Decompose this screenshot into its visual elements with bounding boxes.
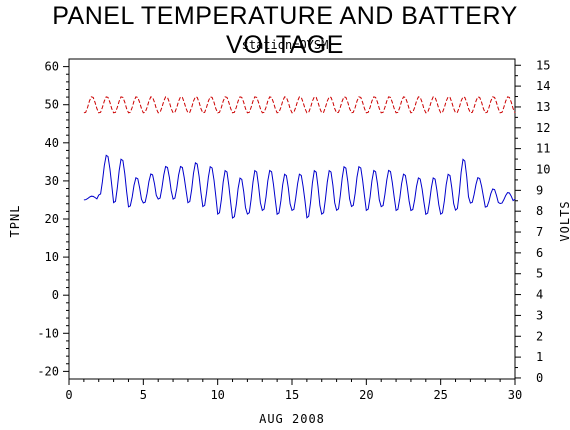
y-right-tick-label: 5 [536, 267, 543, 281]
y-left-tick-label: -20 [37, 364, 59, 378]
x-axis-label: AUG 2008 [259, 412, 325, 426]
y-left-tick-label: 40 [45, 136, 59, 150]
y-right-tick-label: 4 [536, 288, 543, 302]
y-right-tick-label: 2 [536, 329, 543, 343]
y-axis-right-label: VOLTS [558, 200, 570, 241]
x-axis: 0 5 10 15 20 25 30 [65, 379, 522, 402]
series-layer [83, 96, 516, 219]
plot-border [68, 58, 516, 380]
y-left-tick-label: 30 [45, 174, 59, 188]
y-axis-left-label: TPNL [8, 205, 22, 238]
x-tick-label: 5 [140, 388, 147, 402]
plot-frame [68, 58, 516, 380]
y-right-tick-label: 1 [536, 350, 543, 364]
x-tick-label: 15 [285, 388, 299, 402]
y-right-tick-label: 6 [536, 246, 543, 260]
y-right-tick-label: 0 [536, 371, 543, 385]
x-tick-label: 25 [433, 388, 447, 402]
chart-subtitle: station=OYSM [241, 38, 329, 52]
y-right-tick-label: 10 [536, 162, 550, 176]
y-right-tick-label: 7 [536, 225, 543, 239]
y-axis-left: -20 -10 0 10 20 30 40 50 60 [37, 60, 69, 378]
series-line-volts [83, 96, 516, 114]
y-left-tick-label: 0 [52, 288, 59, 302]
y-right-tick-label: 12 [536, 121, 550, 135]
y-right-tick-label: 15 [536, 58, 550, 72]
series-line-tpnl [83, 154, 516, 219]
x-tick-label: 10 [210, 388, 224, 402]
y-right-tick-label: 14 [536, 79, 550, 93]
y-right-tick-label: 3 [536, 308, 543, 322]
y-left-tick-label: 60 [45, 60, 59, 74]
y-left-tick-label: 20 [45, 212, 59, 226]
y-right-tick-label: 11 [536, 142, 550, 156]
x-tick-label: 30 [508, 388, 522, 402]
y-left-tick-label: -10 [37, 326, 59, 340]
y-right-tick-label: 8 [536, 204, 543, 218]
y-right-tick-label: 13 [536, 100, 550, 114]
y-right-tick-label: 9 [536, 183, 543, 197]
y-left-tick-label: 50 [45, 98, 59, 112]
x-tick-label: 20 [359, 388, 373, 402]
chart-title: PANEL TEMPERATURE AND BATTERY VOLTAGE [52, 2, 518, 59]
y-left-tick-label: 10 [45, 250, 59, 264]
x-tick-label: 0 [65, 388, 72, 402]
